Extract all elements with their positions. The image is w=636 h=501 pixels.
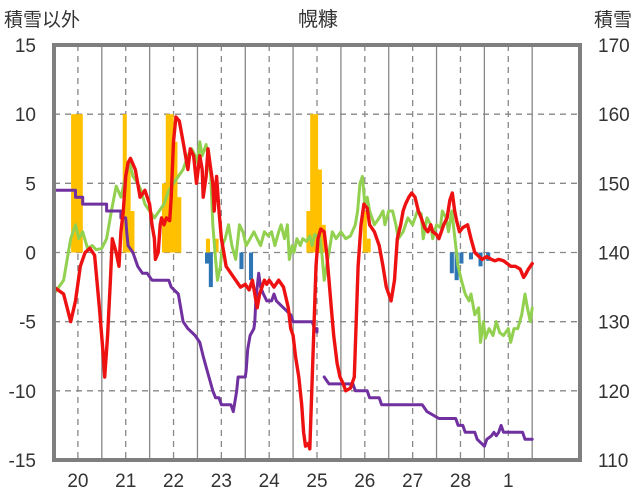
snow_depth-line xyxy=(52,188,319,414)
left-tick-label: -5 xyxy=(19,313,36,334)
x-tick-label: 27 xyxy=(402,471,423,492)
left-tick-label: 10 xyxy=(15,105,36,126)
negative-bar xyxy=(459,252,464,264)
precipitation-bar xyxy=(310,114,315,253)
x-tick-label: 20 xyxy=(67,471,88,492)
precipitation-bar xyxy=(366,238,371,253)
x-tick-label: 1 xyxy=(503,471,514,492)
chart-title: 幌糠 xyxy=(298,7,338,31)
x-tick-label: 22 xyxy=(163,471,184,492)
left-tick-label: -15 xyxy=(9,451,36,472)
precipitation-bar xyxy=(173,141,178,253)
negative-bar xyxy=(468,252,474,260)
precipitation-bar xyxy=(78,114,83,253)
negative-bar xyxy=(204,252,210,264)
x-tick-label: 26 xyxy=(354,471,375,492)
temperature-line xyxy=(52,115,534,451)
left-axis-label: 積雪以外 xyxy=(4,9,80,31)
left-tick-label: -10 xyxy=(9,382,36,403)
snow_depth-line xyxy=(322,375,534,448)
precipitation-bar xyxy=(317,169,322,253)
x-tick-label: 21 xyxy=(115,471,136,492)
right-tick-label: 170 xyxy=(598,36,630,57)
x-tick-label: 28 xyxy=(450,471,471,492)
right-tick-label: 130 xyxy=(598,313,630,334)
dewpoint-line xyxy=(52,140,534,344)
right-tick-label: 120 xyxy=(598,382,630,403)
right-tick-label: 150 xyxy=(598,174,630,195)
right-tick-label: 140 xyxy=(598,244,630,265)
precipitation-bar xyxy=(71,114,76,253)
precipitation-bar xyxy=(306,211,311,253)
precipitation-bar xyxy=(130,211,135,253)
negative-bar xyxy=(449,252,454,274)
left-tick-label: 0 xyxy=(25,244,36,265)
precipitation-bar xyxy=(165,114,170,253)
left-tick-label: 15 xyxy=(15,36,36,57)
x-tick-label: 24 xyxy=(259,471,281,492)
precipitation-bar xyxy=(214,238,219,253)
right-tick-label: 110 xyxy=(598,451,628,472)
precipitation-bar xyxy=(362,211,367,253)
x-tick-label: 23 xyxy=(211,471,232,492)
plot-frame xyxy=(52,43,582,462)
negative-bar xyxy=(208,252,213,288)
negative-bar xyxy=(239,252,244,270)
precipitation-bar xyxy=(177,197,182,253)
right-tick-label: 160 xyxy=(598,105,630,126)
x-tick-label: 25 xyxy=(306,471,327,492)
series-lines xyxy=(52,115,534,451)
left-tick-labels: 15 10 5 0 -5 -10 -15 xyxy=(9,36,36,472)
precipitation-bars xyxy=(71,114,491,288)
negative-bar xyxy=(248,252,254,281)
right-axis-label: 積雪 xyxy=(594,9,632,31)
precipitation-bar xyxy=(126,169,131,253)
left-tick-label: 5 xyxy=(25,174,36,195)
precipitation-bar xyxy=(74,114,79,253)
right-tick-labels: 170 160 150 140 130 120 110 xyxy=(598,36,630,472)
precipitation-bar xyxy=(161,183,167,253)
precipitation-bar xyxy=(205,238,211,253)
x-tick-labels: 20 21 22 23 24 25 26 27 28 1 xyxy=(67,471,513,492)
precipitation-bar xyxy=(314,114,319,253)
